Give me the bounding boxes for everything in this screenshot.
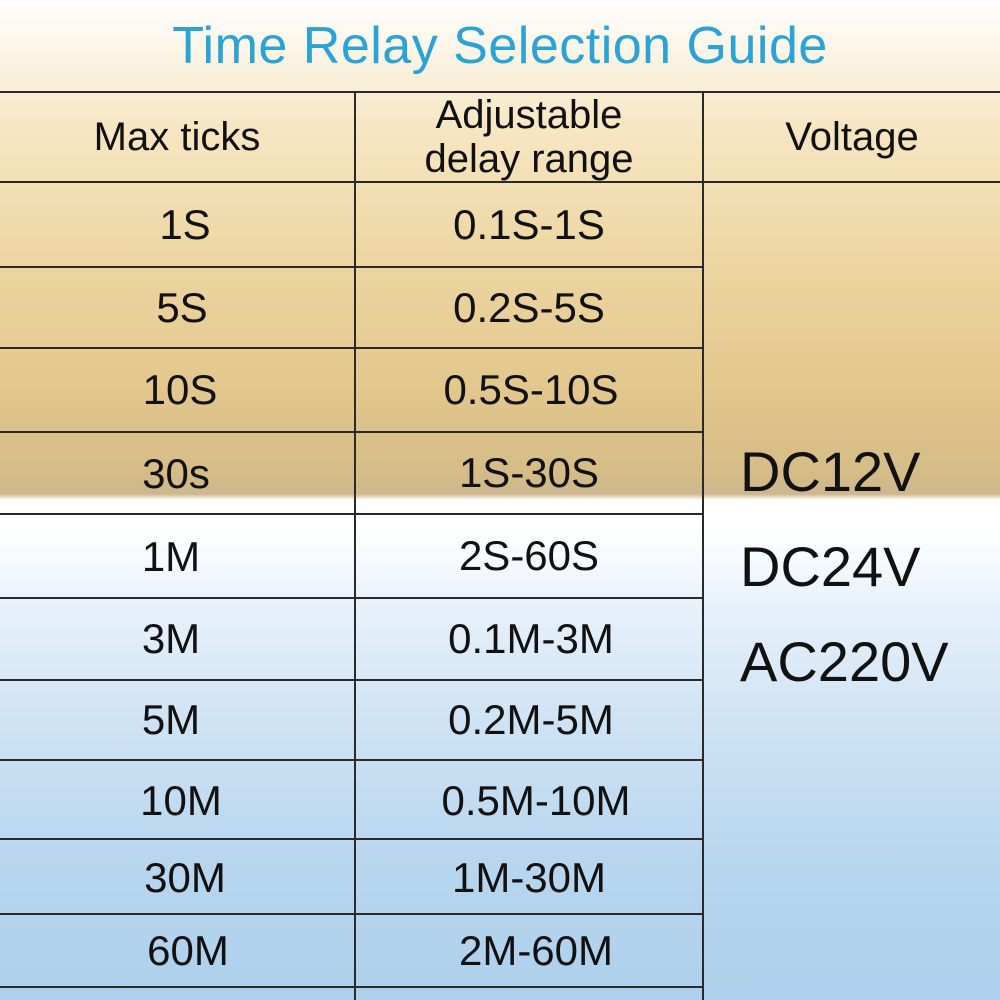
row-divider	[0, 986, 704, 988]
max-ticks-cell: 1M	[141, 533, 201, 580]
max-ticks-cell: 10M	[140, 776, 222, 824]
row-divider	[0, 431, 704, 433]
row-divider	[0, 266, 704, 268]
voltage-option: DC12V	[740, 440, 921, 503]
row-divider	[0, 913, 704, 915]
max-ticks-cell: 5M	[141, 696, 201, 743]
range-cell: 0.5S-10S	[443, 366, 619, 413]
range-cell: 1S-30S	[458, 449, 600, 496]
header-delay-range: Adjustable delay range	[356, 93, 702, 181]
row-divider	[0, 838, 704, 840]
row-divider	[0, 679, 704, 681]
range-cell: 0.1S-1S	[453, 200, 605, 248]
header-delay-range-line2: delay range	[424, 137, 634, 181]
table-top-border	[0, 91, 1000, 93]
header-delay-range-line1: Adjustable	[435, 93, 623, 137]
max-ticks-cell: 30s	[142, 450, 210, 497]
voltage-option: DC24V	[740, 535, 921, 598]
max-ticks-cell: 1S	[159, 200, 211, 248]
range-cell: 0.2S-5S	[453, 283, 605, 331]
header-voltage: Voltage	[785, 115, 919, 159]
max-ticks-cell: 5S	[156, 283, 208, 331]
voltage-option: AC220V	[740, 630, 949, 693]
header-max-ticks: Max ticks	[93, 115, 261, 159]
max-ticks-cell: 60M	[147, 926, 229, 974]
range-cell: 2M-60M	[458, 926, 614, 974]
header-bottom-border	[0, 181, 1000, 183]
range-cell: 0.1M-3M	[448, 615, 614, 662]
row-divider	[0, 513, 704, 515]
max-ticks-cell: 3M	[141, 615, 201, 662]
column-divider	[702, 91, 704, 1000]
range-cell: 0.2M-5M	[448, 696, 614, 743]
range-cell: 0.5M-10M	[441, 776, 631, 824]
column-divider	[354, 91, 356, 1000]
max-ticks-cell: 30M	[144, 853, 226, 901]
range-cell: 1M-30M	[451, 853, 607, 901]
row-divider	[0, 347, 704, 349]
max-ticks-cell: 10S	[142, 366, 218, 413]
range-cell: 2S-60S	[458, 532, 600, 579]
row-divider	[0, 759, 704, 761]
page-title: Time Relay Selection Guide	[172, 17, 828, 75]
row-divider	[0, 597, 704, 599]
